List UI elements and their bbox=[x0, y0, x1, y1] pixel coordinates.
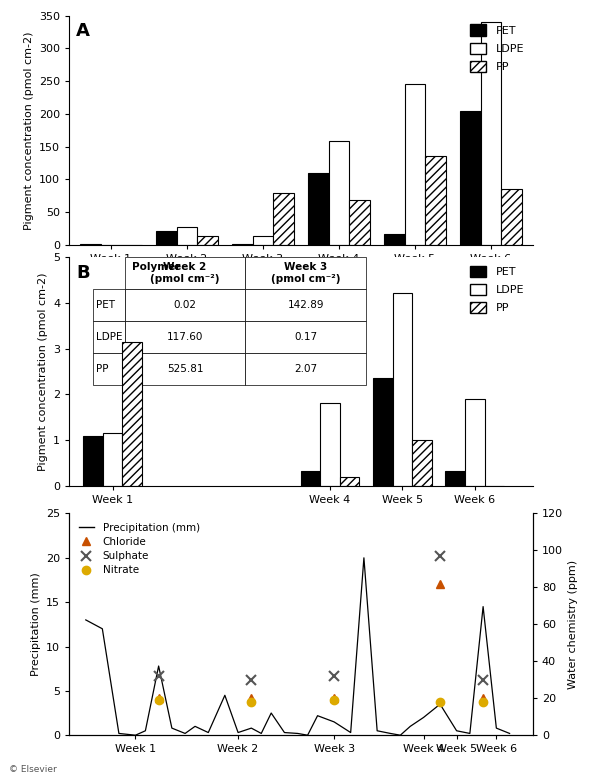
Text: © Elsevier: © Elsevier bbox=[9, 765, 57, 774]
Bar bbox=[340, 477, 359, 486]
Bar bbox=[405, 85, 425, 245]
Bar bbox=[481, 22, 501, 245]
Bar bbox=[300, 471, 320, 486]
Bar bbox=[445, 471, 465, 486]
Text: B: B bbox=[76, 264, 90, 282]
Bar bbox=[273, 193, 294, 245]
Y-axis label: Precipitation (mm): Precipitation (mm) bbox=[31, 573, 40, 676]
Bar bbox=[425, 156, 445, 245]
Y-axis label: Water chemistry (ppm): Water chemistry (ppm) bbox=[568, 560, 579, 689]
Y-axis label: Pigment concentration (pmol cm-2): Pigment concentration (pmol cm-2) bbox=[23, 31, 34, 230]
Bar bbox=[460, 110, 481, 245]
Bar bbox=[232, 244, 253, 245]
Bar bbox=[329, 142, 349, 245]
Y-axis label: Pigment concentration (pmol cm-2): Pigment concentration (pmol cm-2) bbox=[37, 272, 48, 471]
Bar bbox=[253, 236, 273, 245]
Text: Polymer: Polymer bbox=[132, 262, 180, 272]
Bar bbox=[122, 342, 142, 486]
Bar bbox=[320, 403, 340, 486]
Bar bbox=[177, 227, 197, 245]
Bar bbox=[308, 173, 329, 245]
Legend: Precipitation (mm), Chloride, Sulphate, Nitrate: Precipitation (mm), Chloride, Sulphate, … bbox=[75, 519, 204, 580]
Bar bbox=[412, 440, 432, 486]
Bar bbox=[465, 399, 485, 486]
Bar bbox=[373, 378, 393, 486]
Bar bbox=[197, 236, 218, 245]
Bar bbox=[501, 189, 522, 245]
Text: A: A bbox=[76, 23, 90, 40]
Bar bbox=[157, 230, 177, 245]
Bar bbox=[384, 234, 405, 245]
Bar bbox=[103, 433, 122, 486]
Bar bbox=[349, 200, 370, 245]
Legend: PET, LDPE, PP: PET, LDPE, PP bbox=[467, 262, 527, 317]
Legend: PET, LDPE, PP: PET, LDPE, PP bbox=[467, 21, 527, 75]
Bar bbox=[393, 293, 412, 486]
Bar bbox=[83, 436, 103, 486]
Bar bbox=[80, 244, 101, 245]
